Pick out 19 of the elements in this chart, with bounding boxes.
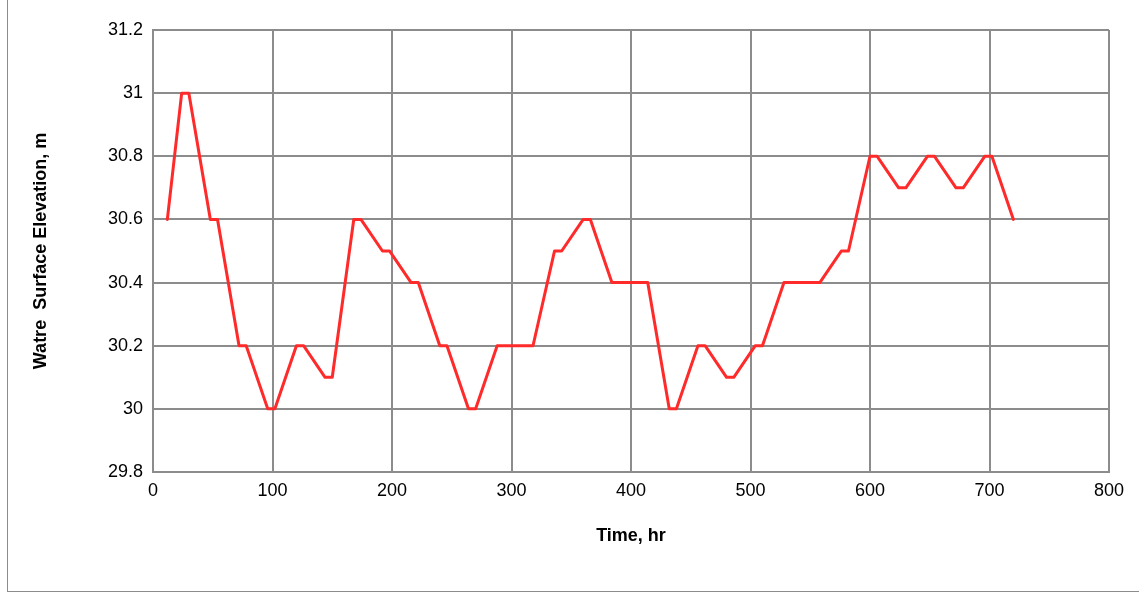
x-tick-label: 800	[1093, 479, 1125, 500]
y-axis-title: Watre Surface Elevation, m	[29, 132, 50, 370]
y-tick-label: 30.6	[107, 208, 143, 229]
x-tick-label: 300	[496, 479, 527, 500]
x-tick-label: 100	[257, 479, 288, 500]
y-tick-label: 31.2	[107, 18, 143, 39]
x-tick-label: 0	[147, 479, 159, 500]
x-tick-label: 600	[854, 479, 886, 500]
y-tick-label: 30	[122, 397, 143, 418]
y-tick-label: 29.8	[107, 460, 143, 481]
y-tick-label: 30.8	[107, 145, 143, 166]
x-tick-label: 500	[735, 479, 766, 500]
x-tick-label: 400	[615, 479, 647, 500]
y-tick-label: 30.2	[107, 334, 143, 355]
x-tick-label: 200	[376, 479, 408, 500]
y-tick-label: 30.4	[107, 271, 143, 292]
x-axis-title: Time, hr	[596, 525, 666, 546]
x-tick-label: 700	[974, 479, 1005, 500]
y-tick-label: 31	[122, 82, 143, 103]
